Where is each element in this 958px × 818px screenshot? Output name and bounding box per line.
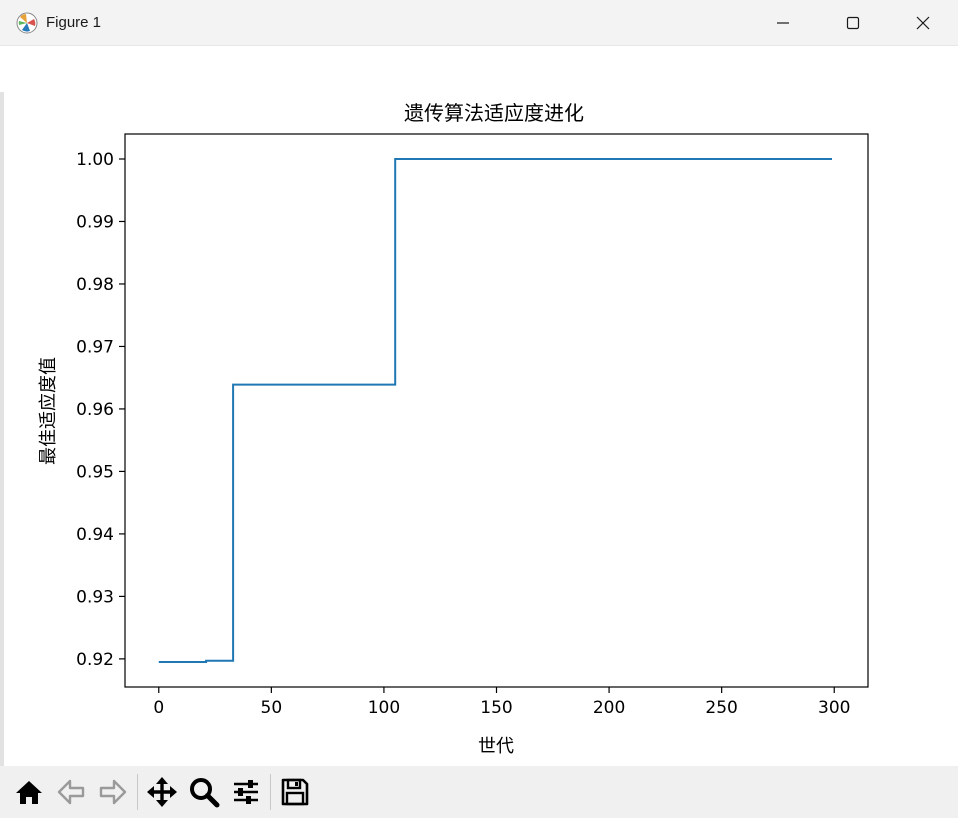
pan-button[interactable] (141, 770, 183, 814)
navigation-toolbar (0, 766, 958, 818)
back-icon (57, 779, 85, 805)
y-tick-label: 0.92 (76, 650, 114, 670)
save-button[interactable] (274, 770, 316, 814)
plot-area: 0 50 100 150 200 250 300 0.92 0.93 0.94 0.95 0.96 0.… (76, 133, 869, 718)
forward-icon (99, 779, 127, 805)
zoom-icon (190, 778, 220, 808)
toolbar-separator (137, 774, 138, 810)
y-tick-label: 1.00 (76, 150, 114, 170)
x-tick-label: 250 (705, 698, 737, 718)
back-button[interactable] (50, 770, 92, 814)
configure-subplots-icon (234, 780, 258, 804)
chart-title: 遗传算法适应度进化 (404, 101, 584, 125)
x-tick-label: 0 (153, 698, 164, 718)
y-tick-label: 0.96 (76, 400, 114, 420)
window-title: Figure 1 (46, 14, 102, 31)
window-controls (748, 0, 958, 46)
y-tick-label: 0.93 (76, 587, 114, 607)
zoom-button[interactable] (183, 770, 225, 814)
configure-subplots-button[interactable] (225, 770, 267, 814)
x-axis-label: 世代 (478, 736, 514, 757)
maximize-button[interactable] (818, 0, 888, 46)
x-tick-label: 50 (261, 698, 283, 718)
forward-button[interactable] (92, 770, 134, 814)
series-line-0 (158, 158, 832, 663)
y-tick-label: 0.99 (76, 212, 114, 232)
minimize-button[interactable] (748, 0, 818, 46)
minimize-icon (777, 22, 789, 24)
axes-frame (124, 133, 869, 688)
figure-canvas[interactable]: 0 50 100 150 200 250 300 0.92 0.93 0.94 0.95 0.96 0.… (0, 46, 958, 812)
chart-svg: 0 50 100 150 200 250 300 0.92 0.93 0.94 0.95 0.96 0.… (38, 101, 869, 757)
y-tick-label: 0.94 (76, 525, 114, 545)
x-tick-label: 200 (593, 698, 625, 718)
close-icon (916, 16, 930, 30)
toolbar-separator (270, 774, 271, 810)
home-button[interactable] (8, 770, 50, 814)
close-button[interactable] (888, 0, 958, 46)
y-tick-label: 0.98 (76, 275, 114, 295)
matplotlib-logo-icon (16, 12, 38, 33)
x-tick-label: 150 (480, 698, 512, 718)
window-titlebar: Figure 1 (0, 0, 958, 46)
y-tick-label: 0.95 (76, 462, 114, 482)
pan-icon (147, 777, 177, 807)
y-tick-label: 0.97 (76, 337, 114, 357)
y-axis-label: 最佳适应度值 (38, 357, 59, 465)
save-icon (281, 778, 309, 806)
x-tick-label: 100 (368, 698, 400, 718)
maximize-icon (846, 16, 860, 30)
home-icon (16, 781, 42, 804)
x-tick-label: 300 (818, 698, 850, 718)
window-edge (0, 92, 4, 812)
